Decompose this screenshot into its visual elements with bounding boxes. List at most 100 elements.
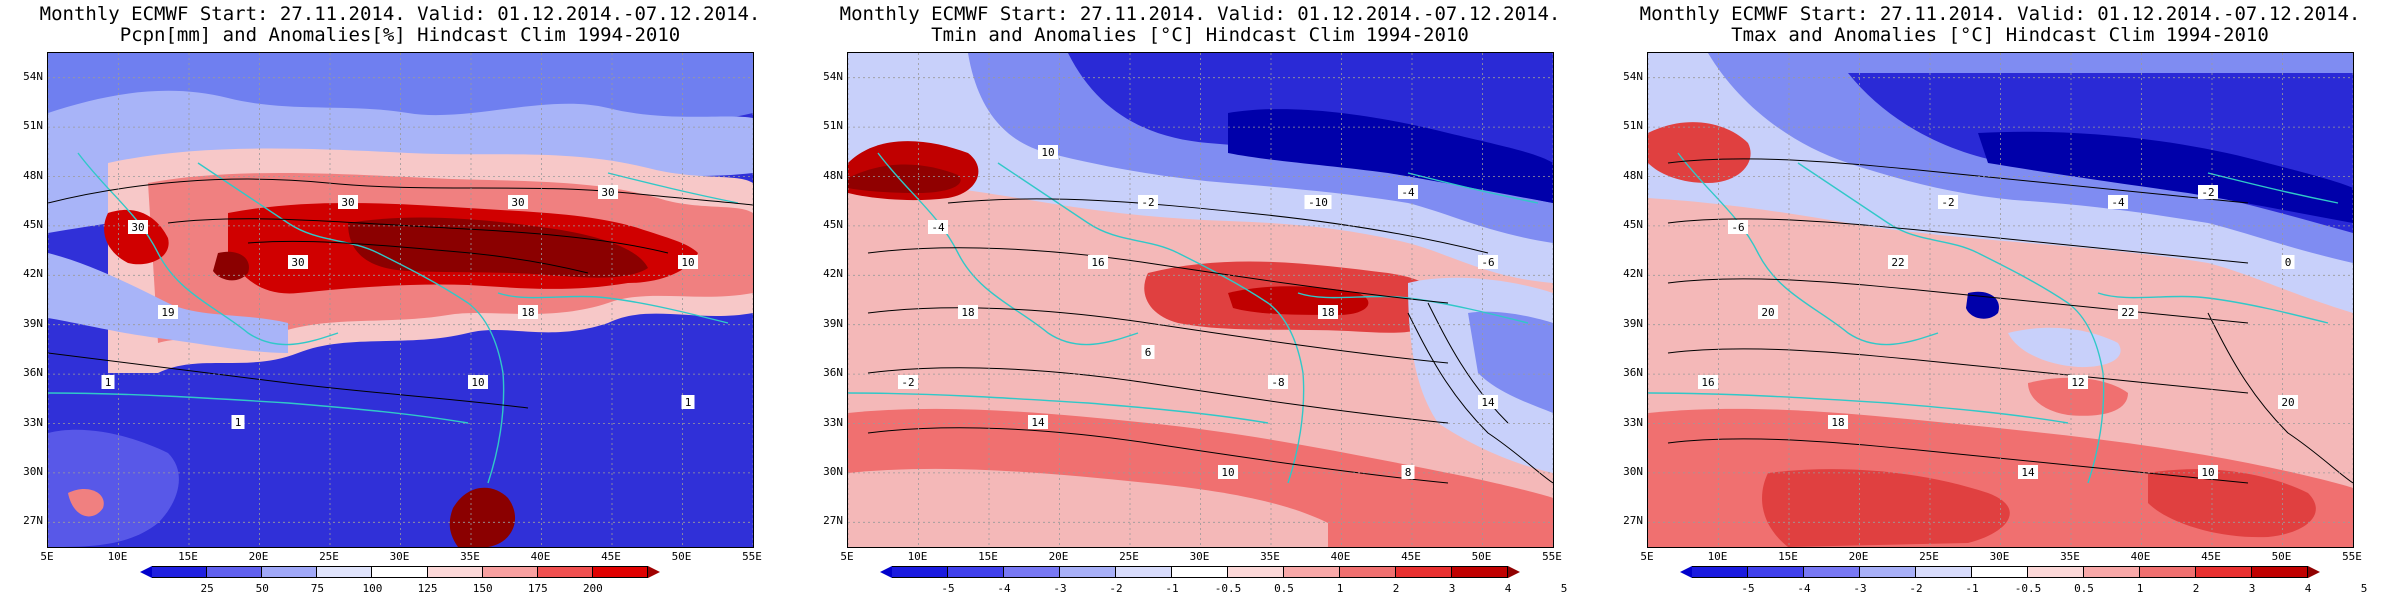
- colorbar-cell: [1860, 566, 1916, 578]
- colorbar-tick-label: -0.5: [2014, 582, 2042, 595]
- colorbar-cell: [1284, 566, 1340, 578]
- lon-tick-label: 5E: [1640, 550, 1654, 563]
- colorbar-tick-label: -1: [1965, 582, 1979, 595]
- panel-tmax: Monthly ECMWF Start: 27.11.2014. Valid: …: [1600, 0, 2400, 600]
- colorbar-tick-label: -2: [1109, 582, 1123, 595]
- colorbar-max-arrow: [1508, 566, 1520, 578]
- colorbar-cell: [1060, 566, 1116, 578]
- contour-label: 16: [1698, 375, 1718, 389]
- contour-label: 1: [101, 375, 115, 389]
- map-precipitation: 30 30 30 30 10 10 1 1 1 18 19 30: [47, 52, 754, 548]
- lat-tick-label: 54N: [823, 69, 843, 83]
- lat-tick-label: 30N: [1623, 464, 1643, 478]
- lon-tick-label: 20E: [1048, 550, 1069, 563]
- colorbar-cell: [207, 566, 263, 578]
- svg-text:8: 8: [1405, 466, 1412, 479]
- contour-label: -4: [2108, 195, 2128, 209]
- lon-tick-label: 40E: [1330, 550, 1351, 563]
- colorbar-cell: [427, 566, 483, 578]
- colorbar-tick-label: 4: [1504, 582, 1512, 595]
- contour-label: 30: [128, 220, 148, 234]
- svg-text:10: 10: [1221, 466, 1234, 479]
- colorbar-cell: [2140, 566, 2196, 578]
- contour-label: 18: [1318, 305, 1338, 319]
- lat-tick-label: 27N: [823, 514, 843, 528]
- colorbar-tick-label: 0.5: [2074, 582, 2094, 595]
- colorbar-cell: [1916, 566, 1972, 578]
- lat-tick-label: 42N: [1623, 267, 1643, 281]
- lon-tick-label: 10E: [1707, 550, 1728, 563]
- lon-tick-label: 10E: [107, 550, 128, 563]
- panel-subtitle: Tmin and Anomalies [°C] Hindcast Clim 19…: [931, 24, 1469, 46]
- colorbar-max-arrow: [647, 566, 660, 578]
- contour-label: -6: [1478, 255, 1498, 269]
- lat-tick-label: 45N: [1623, 217, 1643, 231]
- svg-text:20: 20: [2281, 396, 2294, 409]
- colorbar-tick-label: 2: [1392, 582, 1400, 595]
- svg-text:30: 30: [601, 186, 614, 199]
- colorbar-tick-label: -4: [1797, 582, 1811, 595]
- contour-label: 14: [2018, 465, 2038, 479]
- lat-tick-label: 33N: [23, 415, 43, 429]
- contour-label: -10: [1304, 195, 1332, 209]
- contour-label: 30: [288, 255, 308, 269]
- svg-text:14: 14: [2021, 466, 2035, 479]
- colorbar-cell: [1452, 566, 1508, 578]
- panel-title: Monthly ECMWF Start: 27.11.2014. Valid: …: [839, 3, 1561, 25]
- lon-tick-label: 55E: [1542, 550, 1562, 563]
- lon-tick-label: 15E: [978, 550, 998, 563]
- map-tmax: -6 -2 -4 -2 0 12 16 18 20 22 20 22 14 10: [1647, 52, 2354, 548]
- colorbar-cell: [2028, 566, 2084, 578]
- lat-tick-label: 39N: [823, 316, 843, 330]
- lat-tick-label: 27N: [1623, 514, 1643, 528]
- svg-text:-4: -4: [2111, 196, 2125, 209]
- colorbar-tick-label: -5: [941, 582, 955, 595]
- lat-tick-label: 33N: [1623, 415, 1643, 429]
- map-tmin: -4 -2 -10 -4 -6 -8 -2 14 14 18 18 16 10 8 6 10: [847, 52, 1554, 548]
- contour-label: 12: [2068, 375, 2088, 389]
- lon-tick-label: 45E: [601, 550, 621, 563]
- colorbar-tick-label: 75: [310, 582, 324, 595]
- contour-label: 22: [1888, 255, 1908, 269]
- lon-tick-label: 50E: [671, 550, 692, 563]
- lat-tick-label: 36N: [1623, 366, 1643, 380]
- contour-label: 1: [681, 395, 695, 409]
- lat-tick-label: 48N: [823, 168, 843, 182]
- colorbar: [140, 566, 660, 578]
- lon-tick-label: 20E: [248, 550, 269, 563]
- svg-text:30: 30: [131, 221, 144, 234]
- svg-text:30: 30: [511, 196, 524, 209]
- svg-text:12: 12: [2071, 376, 2084, 389]
- contour-label: 10: [468, 375, 488, 389]
- contour-label: 30: [508, 195, 528, 209]
- lon-tick-label: 45E: [1401, 550, 1421, 563]
- lon-tick-label: 35E: [2060, 550, 2080, 563]
- contour-label: 20: [1758, 305, 1778, 319]
- contour-label: 30: [598, 185, 618, 199]
- colorbar-tick-label: 50: [255, 582, 269, 595]
- colorbar-tick-label: 5: [1560, 582, 1568, 595]
- lat-tick-label: 51N: [23, 119, 43, 133]
- svg-text:1: 1: [235, 416, 242, 429]
- svg-text:-4: -4: [1401, 186, 1415, 199]
- svg-text:-6: -6: [1731, 221, 1744, 234]
- svg-text:30: 30: [341, 196, 354, 209]
- map-canvas: -4 -2 -10 -4 -6 -8 -2 14 14 18 18 16 10 8 6 10: [848, 53, 1553, 547]
- colorbar-tick-label: -5: [1741, 582, 1755, 595]
- svg-text:-10: -10: [1308, 196, 1328, 209]
- svg-text:-4: -4: [931, 221, 945, 234]
- lon-tick-label: 15E: [178, 550, 198, 563]
- colorbar-cell: [1228, 566, 1284, 578]
- lat-tick-label: 39N: [23, 316, 43, 330]
- lat-tick-label: 45N: [23, 217, 43, 231]
- svg-text:30: 30: [291, 256, 304, 269]
- colorbar-tick-label: 150: [472, 582, 493, 595]
- svg-text:6: 6: [1145, 346, 1152, 359]
- colorbar-cell: [2084, 566, 2140, 578]
- contour-label: 10: [1218, 465, 1238, 479]
- panel-subtitle: Tmax and Anomalies [°C] Hindcast Clim 19…: [1731, 24, 2269, 46]
- contour-label: 0: [2281, 255, 2295, 269]
- contour-label: 19: [158, 305, 178, 319]
- colorbar-tick-label: -0.5: [1214, 582, 1242, 595]
- lat-tick-label: 48N: [23, 168, 43, 182]
